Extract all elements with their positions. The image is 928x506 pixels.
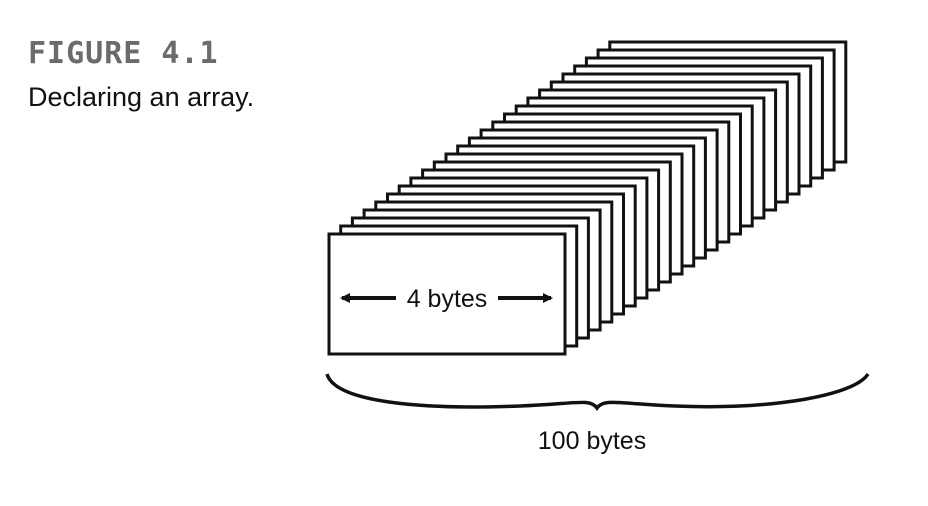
- total-size-brace: [325, 372, 870, 412]
- figure-number: FIGURE 4.1: [28, 36, 219, 71]
- array-element-stack: [327, 40, 848, 356]
- array-element-front: [327, 232, 567, 356]
- figure-caption: Declaring an array.: [28, 82, 255, 112]
- element-size-annotation: 4 bytes: [340, 285, 553, 313]
- element-size-label: 4 bytes: [407, 285, 488, 313]
- total-size-label: 100 bytes: [538, 427, 646, 455]
